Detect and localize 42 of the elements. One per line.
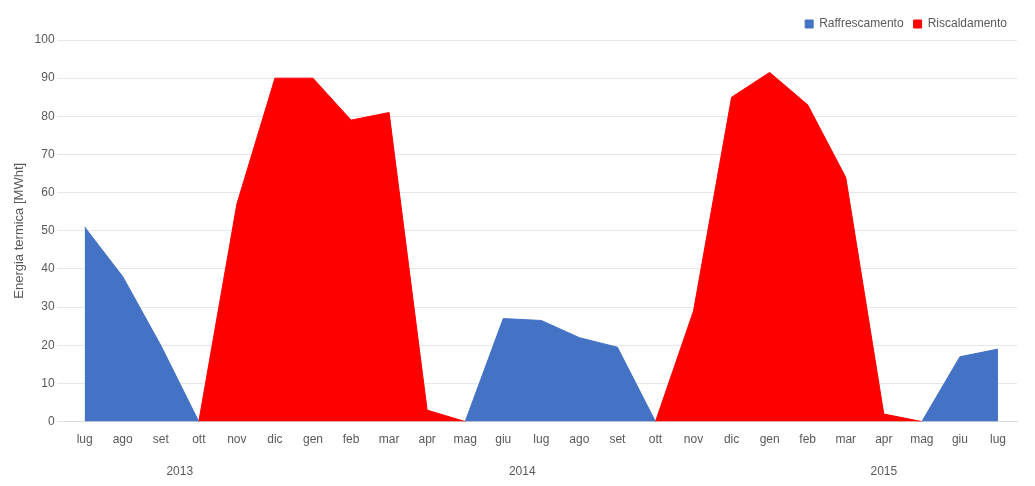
y-tick-label: 90 — [41, 70, 55, 85]
x-tick-label: ago — [112, 432, 134, 447]
x-tick-label: mag — [910, 432, 934, 447]
x-tick-label: mar — [835, 432, 857, 447]
text: 2014 — [508, 464, 536, 479]
x-tick-label: nov — [683, 432, 704, 447]
x-tick-label: nov — [227, 432, 247, 447]
y-tick-label: 40 — [41, 261, 55, 276]
x-tick-label: dic — [723, 432, 740, 447]
x-tick-label: apr — [418, 432, 436, 447]
x-tick-label: mag — [453, 432, 477, 447]
x-tick-label: lug — [989, 432, 1006, 447]
y-tick-label: 10 — [41, 375, 55, 390]
y-tick-label: 20 — [41, 337, 55, 352]
x-tick-label: lug — [76, 432, 93, 447]
text: 2015 — [870, 464, 898, 479]
x-tick-label: set — [609, 432, 627, 447]
y-tick-label: 30 — [41, 299, 55, 314]
legend-label: Riscaldamento — [927, 16, 1008, 31]
x-tick-label: giu — [495, 432, 512, 447]
y-tick-label: 50 — [41, 223, 55, 238]
x-tick-label: feb — [342, 432, 360, 447]
y-tick-label: 70 — [41, 146, 55, 161]
x-tick-label: giu — [951, 432, 968, 447]
x-tick-label: ago — [569, 432, 590, 447]
x-tick-label: mar — [378, 432, 400, 447]
y-tick-label: 0 — [47, 413, 55, 428]
y-tick-label: 100 — [34, 32, 55, 47]
x-tick-label: lug — [533, 432, 550, 447]
x-tick-label: dic — [267, 432, 283, 447]
y-tick-label: 60 — [41, 184, 55, 199]
y-axis-title: Energia termica [MWht] — [11, 162, 27, 299]
y-tick-label: 80 — [41, 108, 55, 123]
text: 2013 — [166, 464, 194, 479]
x-tick-label: apr — [875, 432, 893, 447]
x-tick-label: ott — [648, 432, 663, 447]
x-tick-label: feb — [799, 432, 817, 447]
x-tick-label: set — [152, 432, 170, 447]
x-tick-label: gen — [759, 432, 780, 447]
legend-label: Raffrescamento — [819, 16, 904, 31]
x-tick-label: ott — [192, 432, 207, 447]
x-tick-label: gen — [302, 432, 323, 447]
